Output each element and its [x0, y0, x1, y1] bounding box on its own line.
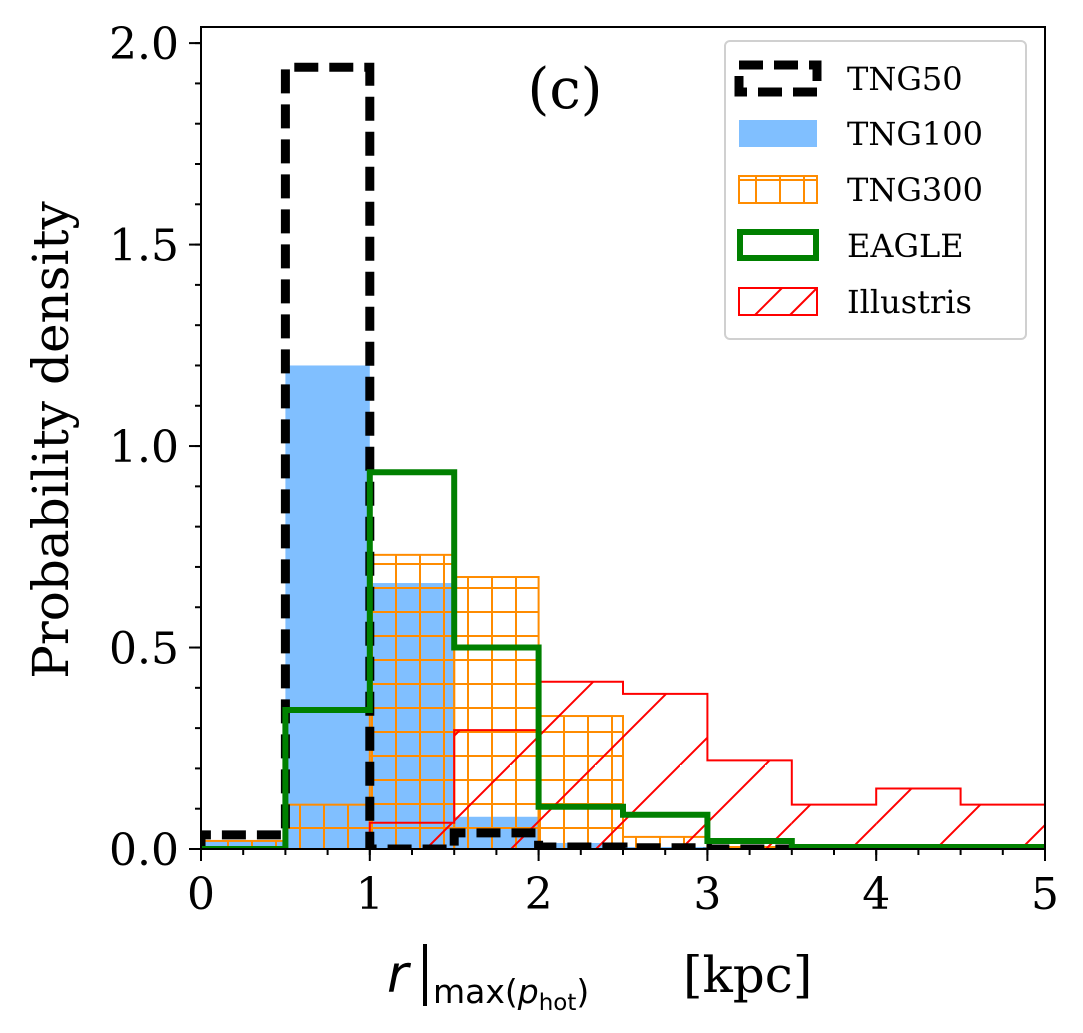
bar-tng300-1: [284, 803, 371, 849]
legend: TNG50 TNG100 TNG300 EAGLE Illustris: [724, 40, 1027, 340]
y-tick-label: 1.0: [109, 422, 179, 473]
y-tick-label: 0.5: [109, 624, 179, 675]
y-tick-label: 1.5: [109, 221, 179, 272]
panel-label: (c): [527, 57, 602, 122]
bar-tng100-1: [285, 365, 370, 849]
legend-frame: [724, 40, 1027, 340]
legend-label-illustris: Illustris: [847, 283, 972, 321]
legend-swatch-tng300: [738, 175, 818, 204]
x-tick-label: 1: [356, 869, 384, 920]
y-tick-label: 0.0: [109, 825, 179, 876]
legend-label-eagle: EAGLE: [847, 227, 964, 265]
outline-tng50: [201, 62, 1045, 849]
legend-swatch-tng50: [734, 60, 822, 97]
legend-label-tng50: TNG50: [847, 60, 963, 98]
x-axis-title-var: r: [387, 945, 412, 1005]
x-tick-label: 3: [693, 869, 721, 920]
bar-illustris-9: [960, 804, 1045, 849]
outline-eagle: [201, 469, 1045, 849]
x-axis-title-evalbar: [423, 944, 427, 1006]
series-eagle: [201, 469, 1045, 849]
bar-tng300-2: [368, 553, 456, 849]
x-axis-title: r max(phot) [kpc]: [387, 944, 812, 1016]
legend-swatch-tng100: [739, 120, 817, 147]
series-illustris: [201, 680, 1045, 849]
bar-illustris-6: [707, 760, 792, 849]
bar-illustris-7: [791, 804, 877, 849]
x-tick-label: 4: [862, 869, 890, 920]
legend-swatch-illustris-hatch: [754, 287, 818, 316]
bar-illustris-8: [876, 788, 961, 849]
legend-label-tng300: TNG300: [847, 171, 983, 209]
axis-ticks: 0 1 2 3 4 5 0.0 0.5 1.0 1.5 2.0: [109, 19, 1059, 920]
legend-label-tng100: TNG100: [847, 115, 983, 153]
series-tng50: [201, 62, 1045, 849]
x-tick-label: 2: [525, 869, 553, 920]
histogram-bars: [201, 62, 1045, 849]
bar-illustris-5: [623, 693, 708, 849]
x-tick-label: 0: [187, 869, 215, 920]
outline-illustris: [201, 680, 1045, 849]
x-tick-label: 5: [1031, 869, 1059, 920]
y-axis-title: Probability density: [22, 201, 80, 679]
x-axis-title-subscript: max(phot): [433, 972, 589, 1016]
bar-illustris-4: [538, 681, 623, 849]
legend-swatch-eagle: [737, 229, 819, 261]
y-tick-label: 2.0: [109, 19, 179, 70]
x-axis-title-unit: [kpc]: [683, 946, 812, 1004]
